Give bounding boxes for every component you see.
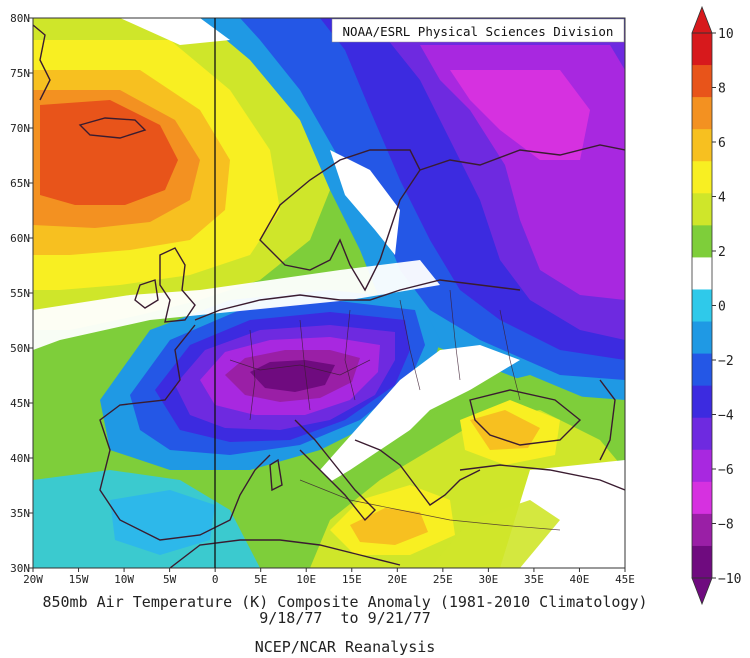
colorbar-segment: [692, 97, 712, 130]
colorbar-segment: [692, 65, 712, 98]
lon-tick-label: 5W: [163, 573, 177, 586]
colorbar-segment: [692, 449, 712, 483]
lon-tick-label: 10E: [296, 573, 316, 586]
latitude-ticks: 30N 35N 40N 45N 50N 55N 60N 65N 70N 75N 80N: [10, 12, 33, 575]
colorbar: [691, 5, 713, 606]
contour-field: [33, 18, 625, 568]
lat-tick-label: 55N: [10, 287, 30, 300]
longitude-ticks: 20W 15W 10W 5W 0 5E 10E 15E 20E 25E 30E 35E 40E 45E: [23, 568, 635, 586]
lat-tick-label: 50N: [10, 342, 30, 355]
lon-tick-label: 35E: [524, 573, 544, 586]
lon-tick-label: 5E: [254, 573, 267, 586]
lat-tick-label: 75N: [10, 67, 30, 80]
colorbar-segment: [692, 481, 712, 515]
colorbar-segment: [692, 545, 712, 579]
colorbar-segment: [692, 193, 712, 226]
colorbar-label: −4: [718, 409, 734, 424]
lat-tick-label: 30N: [10, 562, 30, 575]
colorbar-segment: [692, 353, 712, 387]
caption-title: 850mb Air Temperature (K) Composite Anom…: [42, 593, 648, 611]
colorbar-label: −2: [718, 354, 734, 369]
colorbar-segment: [692, 321, 712, 355]
colorbar-min-arrow: [691, 577, 713, 606]
colorbar-segment: [692, 385, 712, 419]
caption-dates: 9/18/77 to 9/21/77: [259, 609, 431, 627]
credit-text: NOAA/ESRL Physical Sciences Division: [343, 24, 614, 39]
colorbar-segment: [692, 129, 712, 162]
colorbar-segment: [692, 257, 712, 290]
colorbar-label: 2: [718, 245, 726, 260]
colorbar-segment: [692, 33, 712, 66]
lat-tick-label: 80N: [10, 12, 30, 25]
colorbar-segment: [692, 161, 712, 194]
lon-tick-label: 15E: [342, 573, 362, 586]
lon-tick-label: 20W: [23, 573, 43, 586]
colorbar-segment: [692, 289, 712, 323]
colorbar-label: 10: [718, 27, 734, 42]
lon-tick-label: 10W: [114, 573, 134, 586]
colorbar-labels: 10 8 6 4 2 0 −2 −4 −6 −8 −10: [712, 27, 741, 587]
colorbar-label: 8: [718, 82, 726, 97]
colorbar-segment: [692, 225, 712, 258]
lat-tick-label: 40N: [10, 452, 30, 465]
colorbar-label: 0: [718, 300, 726, 315]
colorbar-segment: [692, 417, 712, 451]
colorbar-max-arrow: [691, 5, 713, 34]
credit-box: [331, 18, 625, 43]
colorbar-label: −8: [718, 518, 734, 533]
colorbar-label: 4: [718, 191, 726, 206]
lat-tick-label: 65N: [10, 177, 30, 190]
lat-tick-label: 70N: [10, 122, 30, 135]
caption-source: NCEP/NCAR Reanalysis: [254, 638, 436, 656]
lon-tick-label: 30E: [478, 573, 498, 586]
lon-tick-label: 15W: [69, 573, 89, 586]
lon-tick-label: 25E: [433, 573, 453, 586]
lat-tick-label: 60N: [10, 232, 30, 245]
colorbar-label: −10: [718, 572, 741, 587]
lon-tick-label: 45E: [615, 573, 635, 586]
colorbar-label: 6: [718, 136, 726, 151]
colorbar-segment: [692, 513, 712, 547]
lat-tick-label: 35N: [10, 507, 30, 520]
lat-tick-label: 45N: [10, 397, 30, 410]
lon-tick-label: 20E: [387, 573, 407, 586]
lon-tick-label: 40E: [570, 573, 590, 586]
lon-tick-label: 0: [212, 573, 219, 586]
colorbar-label: −6: [718, 463, 734, 478]
